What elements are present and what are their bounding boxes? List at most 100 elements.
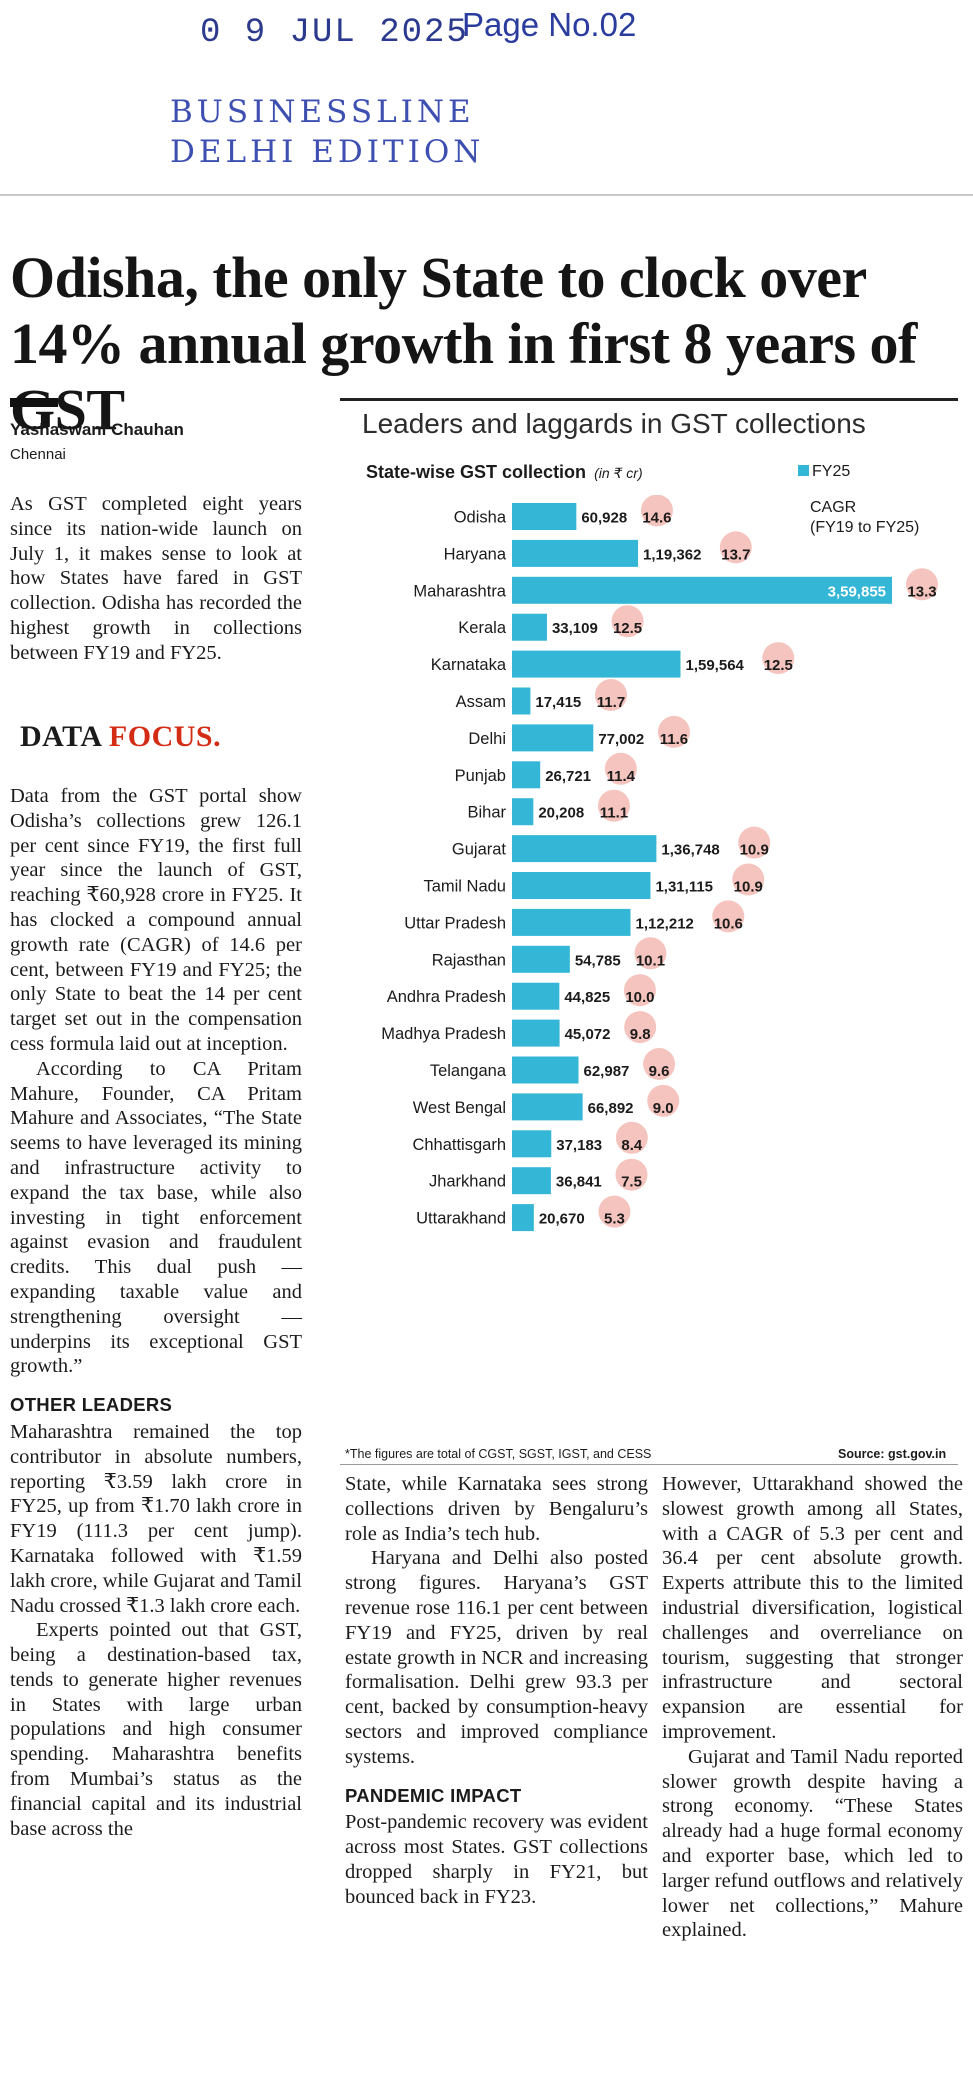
category-label: Uttar Pradesh [404,914,506,932]
fy25-bar [512,798,534,826]
category-label: Maharashtra [413,582,506,600]
fy25-value-label: 17,415 [535,694,581,711]
fy25-bar [512,650,681,678]
fy25-bar [512,1167,551,1195]
subhead-pandemic: PANDEMIC IMPACT [345,1784,522,1806]
cagr-dot [624,1011,657,1044]
paragraph-haryana-delhi: Haryana and Delhi also posted strong fig… [345,1547,648,1768]
cagr-value-label: 9.0 [653,1100,674,1117]
paragraph-experts: Experts pointed out that GST, being a de… [10,1619,302,1840]
cagr-value-label: 9.6 [649,1063,670,1080]
category-label: Jharkhand [429,1173,506,1191]
article-headline: Odisha, the only State to clock over 14%… [10,245,917,442]
fy25-bar [512,1019,560,1047]
paragraph-maharashtra: Maharashtra remained the top contributor… [10,1420,302,1617]
category-label: Haryana [444,545,507,563]
fy25-bar [512,1056,579,1084]
chart-top-rule [340,398,958,401]
publication-stamp: BUSINESSLINE DELHI EDITION [170,92,510,172]
chart-unit: (in ₹ cr) [594,465,643,481]
category-label: Odisha [454,509,507,527]
page-number-stamp: Page No.02 [462,6,637,43]
data-focus-label: DATA FOCUS. [20,720,221,754]
fy25-bar [512,1130,552,1158]
cagr-value-label: 13.7 [721,546,750,563]
fy25-value-label: 20,208 [538,805,584,822]
fy25-value-label: 1,59,564 [685,657,744,674]
fy25-bar [512,539,639,567]
cagr-value-label: 11.7 [597,694,625,711]
cagr-dot [643,1048,676,1080]
right-column: However, Uttarakhand showed the slowest … [662,1472,963,1943]
fy25-bar [512,576,892,604]
fy25-bar [512,835,657,863]
legend-bar-swatch [798,465,809,476]
cagr-dot [647,1084,680,1117]
subhead-other-leaders: OTHER LEADERS [10,1394,173,1416]
date-stamp: 0 9 JUL 2025 [200,14,469,52]
fy25-bar [512,908,631,936]
chart-bottom-rule [340,1464,958,1465]
legend-item-cagr-period: (FY19 to FY25) [810,519,920,536]
author-name: Yashaswani Chauhan [10,420,184,439]
fy25-value-label: 54,785 [575,952,621,969]
cagr-value-label: 7.5 [621,1174,642,1191]
fy25-value-label: 37,183 [556,1137,602,1154]
category-label: Bihar [467,804,506,822]
cagr-dot [604,752,637,785]
cagr-dot [611,605,644,638]
intro-column: As GST completed eight years since its n… [10,492,302,666]
fy25-value-label: 36,841 [556,1174,602,1191]
fy25-value-label: 3,59,855 [828,583,886,600]
cagr-value-label: 10.0 [625,989,654,1006]
cagr-value-label: 9.8 [630,1026,651,1043]
chart-subtitle-text: State-wise GST collection [366,462,587,482]
fy25-bar [512,761,541,789]
chart-legend: FY25 CAGR (FY19 to FY25) [798,462,919,538]
cagr-dot [597,789,630,822]
legend-item-cagr: CAGR [798,498,919,518]
category-label: Uttarakhand [416,1210,506,1228]
category-label: Assam [456,693,506,711]
category-label: Kerala [458,619,507,637]
paragraph-quote: According to CA Pritam Mahure, Founder, … [10,1057,302,1378]
cagr-value-label: 12.5 [613,620,642,637]
cagr-value-label: 10.9 [740,842,769,859]
category-label: Telangana [430,1062,507,1080]
paragraph-uttarakhand: However, Uttarakhand showed the slowest … [662,1473,963,1743]
fy25-value-label: 20,670 [539,1211,585,1228]
cagr-dot [657,715,690,748]
fy25-bar [512,613,547,641]
cagr-dot [594,679,627,711]
chart-source: Source: gst.gov.in [838,1447,947,1461]
fy25-value-label: 1,19,362 [643,546,701,563]
data-focus-word: DATA [20,720,109,753]
cagr-dot [623,974,656,1007]
cagr-value-label: 8.4 [621,1137,643,1154]
fy25-value-label: 33,109 [552,620,598,637]
cagr-dot [634,937,667,970]
cagr-dot [615,1158,648,1191]
cagr-dot [762,642,795,675]
cagr-value-label: 11.4 [607,768,636,785]
data-focus-accent: FOCUS. [108,720,222,753]
category-label: Tamil Nadu [423,878,506,896]
cagr-dot [738,826,771,859]
fy25-value-label: 1,31,115 [655,879,713,896]
fy25-value-label: 45,072 [565,1026,611,1043]
chart-headline: Leaders and laggards in GST collections [362,408,866,439]
legend-fy25-label: FY25 [812,463,851,480]
clipping-edge [0,194,973,196]
fy25-value-label: 1,36,748 [661,842,719,859]
middle-column: State, while Karnataka sees strong colle… [345,1472,648,1910]
cagr-value-label: 5.3 [604,1211,625,1228]
fy25-value-label: 26,721 [545,768,591,785]
cagr-dot [719,531,752,564]
cagr-dot [732,863,765,896]
chart-subtitle: State-wise GST collection (in ₹ cr) [366,462,643,483]
cagr-value-label: 10.1 [636,952,665,969]
category-label: Punjab [455,767,506,785]
legend-item-fy25: FY25 [798,462,919,482]
gst-bar-chart: Odisha 60,928 14.6 Haryana 1,19,362 13.7 Mahar… [381,495,938,1232]
fy25-value-label: 60,928 [581,510,627,527]
